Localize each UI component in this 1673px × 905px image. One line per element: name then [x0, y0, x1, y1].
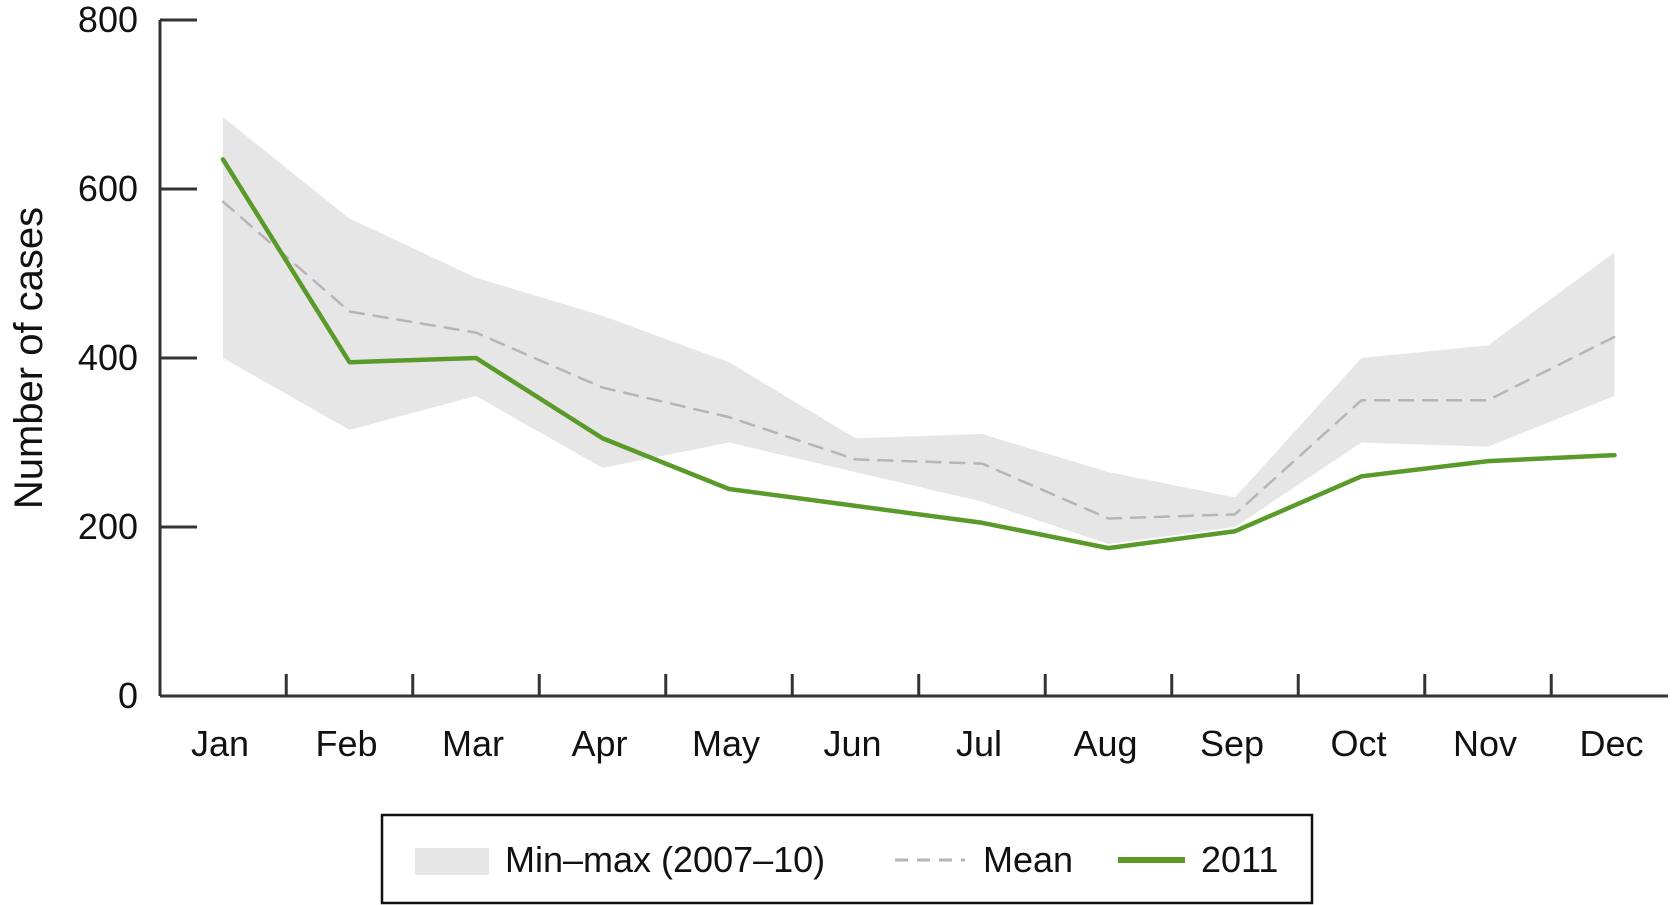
y-tick-label: 600: [78, 168, 138, 209]
legend-2011-label: 2011: [1201, 839, 1278, 880]
axes: 0 200 400 600 800 Jan Feb Mar Apr May Jun Jul Aug Sep…: [78, 0, 1668, 764]
mean-series-line: [221, 200, 1616, 520]
x-tick-label: Mar: [442, 723, 504, 764]
legend-band-label: Min–max (2007–10): [505, 839, 825, 880]
legend: Min–max (2007–10) Mean 2011: [380, 813, 1314, 905]
y-tick-label: 800: [78, 0, 138, 40]
series-layer: [220, 157, 1617, 551]
x-tick-label: Jun: [823, 723, 881, 764]
x-tick-label: Jan: [191, 723, 249, 764]
y-tick-label: 400: [78, 337, 138, 378]
x-tick-label: Nov: [1453, 723, 1517, 764]
y-axis-title: Number of cases: [7, 207, 51, 509]
y-tick-label: 200: [78, 506, 138, 547]
x-tick-label: Sep: [1200, 723, 1264, 764]
y-tick-label: 0: [118, 675, 138, 716]
x-tick-label: May: [692, 723, 760, 764]
x-tick-label: Jul: [956, 723, 1002, 764]
series-2011-line: [220, 157, 1617, 551]
min-max-band-layer: [223, 117, 1615, 544]
legend-mean-label: Mean: [983, 839, 1073, 880]
min-max-band: [223, 117, 1615, 544]
x-tick-label: Oct: [1330, 723, 1386, 764]
legend-band-swatch: [415, 848, 489, 875]
x-tick-label: Apr: [571, 723, 627, 764]
x-tick-label: Aug: [1073, 723, 1137, 764]
x-tick-label: Feb: [315, 723, 377, 764]
x-tick-label: Dec: [1579, 723, 1643, 764]
